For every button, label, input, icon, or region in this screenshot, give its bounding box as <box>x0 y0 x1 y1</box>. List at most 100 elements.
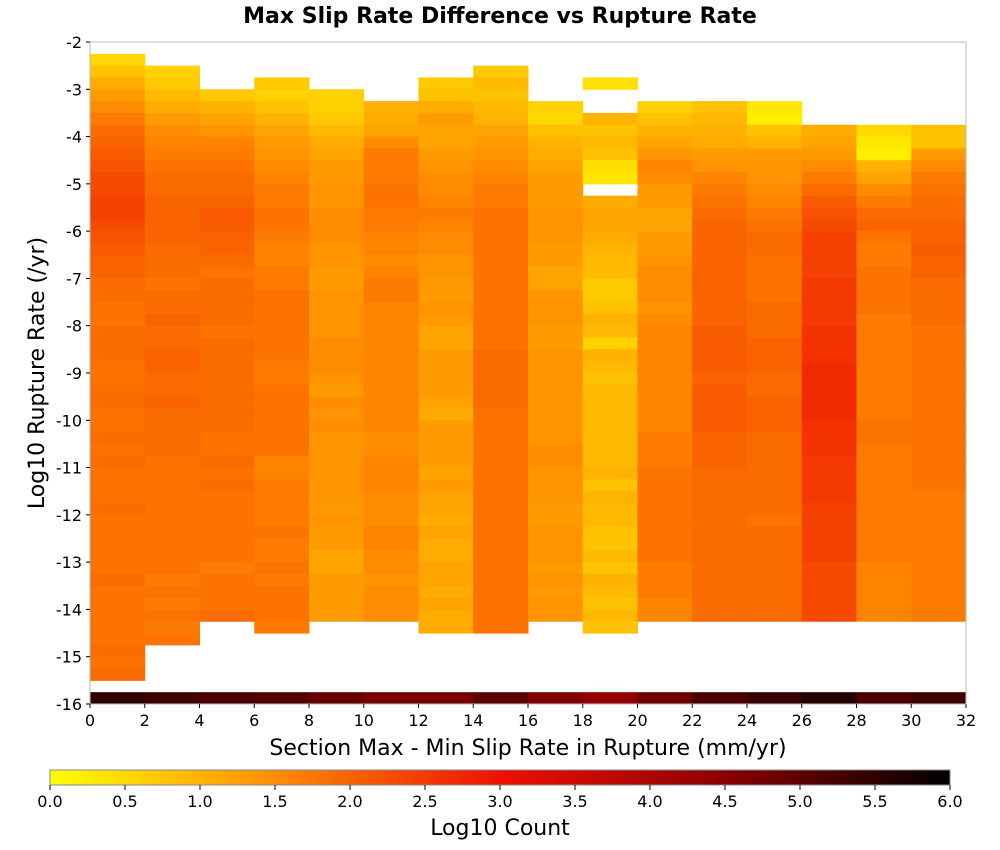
heatmap-cell <box>637 219 693 232</box>
heatmap-cell <box>637 420 693 433</box>
heatmap-cell <box>747 692 803 704</box>
heatmap-cell <box>637 526 693 539</box>
heatmap-cell <box>144 160 200 173</box>
heatmap-cell <box>199 219 255 232</box>
heatmap-cell <box>473 609 529 622</box>
heatmap-cell <box>254 443 310 457</box>
heatmap-cell <box>856 455 912 469</box>
heatmap-cell <box>856 573 912 587</box>
heatmap-cell <box>856 373 912 386</box>
heatmap-cell <box>90 373 146 386</box>
heatmap-cell <box>528 101 584 114</box>
heatmap-cell <box>856 349 912 362</box>
heatmap-cell <box>582 373 638 386</box>
heatmap-cell <box>363 373 419 386</box>
heatmap-cell <box>418 514 474 528</box>
heatmap-cell <box>90 266 146 279</box>
heatmap-cell <box>801 514 857 528</box>
heatmap-cell <box>254 183 310 197</box>
heatmap-cell <box>309 432 365 445</box>
heatmap-cell <box>801 479 857 492</box>
heatmap-cell <box>254 77 310 90</box>
heatmap-cell <box>801 242 857 256</box>
heatmap-cell <box>144 349 200 362</box>
heatmap-cell <box>418 278 474 291</box>
heatmap-cell <box>363 573 419 587</box>
heatmap-cell <box>528 609 584 622</box>
heatmap-cell <box>582 172 638 185</box>
heatmap-cell <box>801 361 857 374</box>
heatmap-cell <box>747 361 803 374</box>
heatmap-cell <box>911 136 967 149</box>
heatmap-cell <box>473 621 529 634</box>
heatmap-cell <box>418 231 474 244</box>
heatmap-cell <box>199 503 255 516</box>
heatmap-cell <box>418 266 474 279</box>
heatmap-cell <box>856 254 912 268</box>
heatmap-cell <box>90 160 146 173</box>
heatmap-cell <box>144 290 200 303</box>
heatmap-cell <box>418 597 474 610</box>
heatmap-cell <box>528 514 584 528</box>
heatmap-cell <box>582 195 638 208</box>
heatmap-cell <box>637 573 693 587</box>
heatmap-cell <box>144 65 200 78</box>
heatmap-cell <box>199 266 255 279</box>
heatmap-cell <box>582 313 638 327</box>
heatmap-cell <box>911 432 967 445</box>
heatmap-cell <box>144 148 200 161</box>
heatmap-cell <box>473 290 529 303</box>
heatmap-cell <box>528 231 584 244</box>
heatmap-cell <box>911 148 967 161</box>
heatmap-cell <box>309 491 365 504</box>
heatmap-cell <box>90 384 146 398</box>
heatmap-cell <box>199 526 255 539</box>
heatmap-cell <box>528 443 584 457</box>
heatmap-cell <box>199 491 255 504</box>
heatmap-cell <box>309 526 365 539</box>
heatmap-cell <box>363 124 419 138</box>
heatmap-cell <box>801 550 857 563</box>
heatmap-cell <box>528 160 584 173</box>
x-tick-label: 20 <box>627 711 647 730</box>
heatmap-cell <box>582 526 638 539</box>
heatmap-cell <box>856 325 912 339</box>
x-tick-label: 14 <box>463 711 483 730</box>
heatmap-cell <box>692 207 748 220</box>
heatmap-cell <box>309 467 365 480</box>
heatmap-cell <box>747 195 803 208</box>
heatmap-cell <box>528 526 584 539</box>
heatmap-cell <box>418 443 474 457</box>
y-tick-label: -12 <box>56 506 82 525</box>
heatmap-cell <box>692 195 748 208</box>
heatmap-cell <box>144 396 200 409</box>
heatmap-cell <box>254 408 310 421</box>
heatmap-cell <box>363 432 419 445</box>
heatmap-cell <box>90 195 146 208</box>
heatmap-cell <box>473 112 529 126</box>
heatmap-cell <box>856 337 912 350</box>
heatmap-cell <box>90 349 146 362</box>
heatmap-cell <box>199 396 255 409</box>
heatmap-cell <box>801 160 857 173</box>
heatmap-cell <box>199 112 255 126</box>
x-tick-label: 4 <box>194 711 204 730</box>
heatmap-cell <box>911 160 967 173</box>
heatmap-cell <box>144 278 200 291</box>
heatmap-cell <box>363 278 419 291</box>
heatmap-cell <box>473 597 529 610</box>
heatmap-cell <box>637 443 693 457</box>
heatmap-cell <box>637 585 693 599</box>
heatmap-cell <box>199 550 255 563</box>
heatmap-cell <box>582 692 638 704</box>
heatmap-cell <box>309 609 365 622</box>
heatmap-cell <box>582 503 638 516</box>
heatmap-cell <box>692 503 748 516</box>
heatmap-cell <box>801 207 857 220</box>
heatmap-cell <box>801 148 857 161</box>
heatmap-cell <box>309 101 365 114</box>
heatmap-cell <box>363 692 419 704</box>
heatmap-cell <box>582 349 638 362</box>
heatmap-cell <box>418 136 474 149</box>
heatmap-cell <box>528 479 584 492</box>
